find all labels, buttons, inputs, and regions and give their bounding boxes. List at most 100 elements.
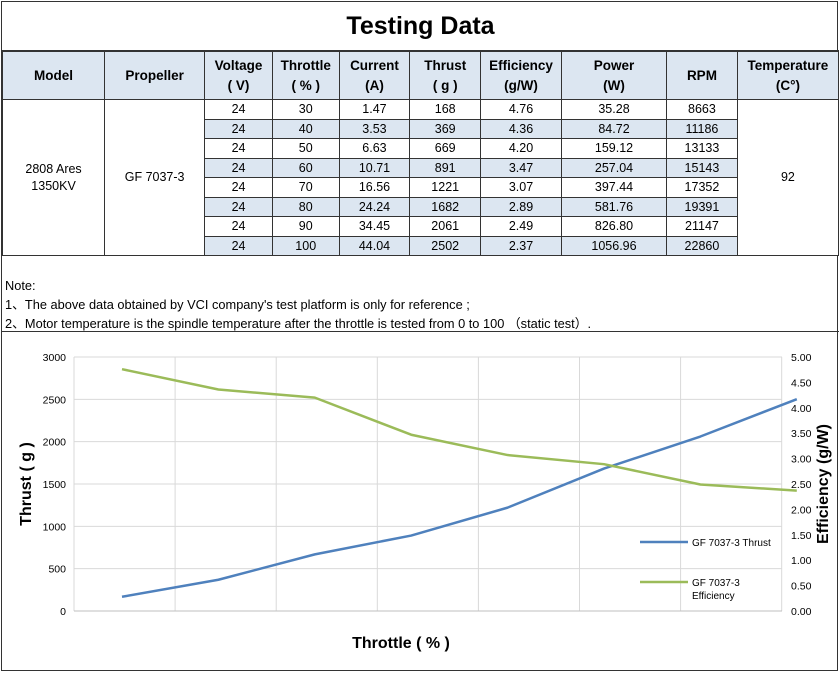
efficiency-series-line	[121, 367, 797, 492]
table-row: 24 40 3.53 369 4.36 84.72 11186	[3, 118, 839, 139]
table-cell: 4.20	[480, 138, 562, 159]
header-throttle: Throttle( % )	[271, 51, 340, 100]
table-cell: 17352	[666, 177, 738, 198]
y-tick-label: 500	[48, 564, 66, 576]
y-tick-label: 1500	[43, 479, 67, 491]
y2-tick-label: 0.00	[791, 606, 812, 618]
chart-svg: 0 500 1000 1500 2000 2500 3000 0.00 0.50 1.00 1.50…	[18, 352, 832, 652]
note-2: 2、Motor temperature is the spindle tempe…	[5, 316, 592, 331]
table-cell: 581.76	[560, 196, 668, 217]
table-cell: 13133	[666, 138, 738, 159]
y2-tick-label: 3.00	[791, 454, 812, 466]
table-row: 24 80 24.24 1682 2.89 581.76 19391	[3, 196, 839, 217]
table-cell: 80	[271, 196, 340, 217]
table-cell: 16.56	[338, 177, 411, 198]
table-header-row: Model Propeller Voltage( V) Throttle( % …	[1, 51, 840, 100]
table-cell: 24	[204, 235, 273, 256]
table-cell: 50	[271, 138, 340, 159]
table-cell: 70	[271, 177, 340, 198]
table-cell: 4.36	[480, 118, 562, 139]
header-current: Current (A)	[338, 51, 411, 100]
header-power: Power (W)	[560, 51, 668, 100]
table-cell: 24.24	[338, 196, 411, 217]
table-body: 2808 Ares 1350KV GF 7037-3 24 30 1.47 168 4.76 3…	[1, 99, 840, 256]
table-cell: 24	[204, 99, 273, 120]
table-cell: 10.71	[338, 157, 411, 178]
table-cell: 24	[204, 177, 273, 198]
table-cell: 2.89	[480, 196, 562, 217]
note-1: 1、The above data obtained by VCI company…	[5, 297, 470, 312]
table-cell: 6.63	[338, 138, 411, 159]
table-cell: 669	[409, 138, 482, 159]
table-cell: 24	[204, 157, 273, 178]
table-cell: 24	[204, 118, 273, 139]
table-cell: 60	[271, 157, 340, 178]
table-cell: 24	[204, 196, 273, 217]
table-row: 2808 Ares 1350KV GF 7037-3 24 30 1.47 168 4.76 3…	[1, 99, 840, 256]
table-cell: 2.49	[480, 216, 562, 237]
table-cell: 4.76	[480, 99, 562, 120]
table-cell: 159.12	[560, 138, 668, 159]
y2-tick-label: 2.50	[791, 479, 812, 491]
y-tick-label: 2000	[43, 437, 67, 449]
temperature-cell: 92	[736, 99, 840, 256]
header-propeller: Propeller	[104, 51, 206, 100]
y2-tick-label: 2.00	[791, 504, 812, 516]
header-thrust: Thrust( g )	[409, 51, 482, 100]
table-cell: 2.37	[480, 235, 562, 256]
table-cell: 35.28	[560, 99, 668, 120]
table-cell: 11186	[666, 118, 738, 139]
y-axis-label: Thrust ( g )	[18, 442, 35, 526]
y-tick-label: 3000	[43, 352, 67, 364]
table-cell: 1056.96	[560, 235, 668, 256]
model-line: 2808 Ares	[25, 161, 82, 176]
table-cell: 3.47	[480, 157, 562, 178]
table-cell: 84.72	[560, 118, 668, 139]
table-cell: 30	[271, 99, 340, 120]
header-efficiency: Efficiency (g/W)	[480, 51, 562, 100]
table-cell: 3.07	[480, 177, 562, 198]
testing-data-table: Model Propeller Voltage( V) Throttle( % …	[1, 51, 840, 256]
table-cell: 34.45	[338, 216, 411, 237]
propeller-cell: GF 7037-3	[104, 99, 206, 256]
table-cell: 90	[271, 216, 340, 237]
y-tick-label: 0	[60, 606, 66, 618]
table-cell: 1.47	[338, 99, 411, 120]
notes: Note: 1、The above data obtained by VCI c…	[2, 274, 839, 332]
table-row: 24 100 44.04 2502 2.37 1056.96 22860	[3, 235, 839, 256]
table-cell: 40	[271, 118, 340, 139]
y2-axis-label: Efficiency (g/W)	[815, 424, 832, 544]
table-cell: 369	[409, 118, 482, 139]
table-cell: 24	[204, 138, 273, 159]
legend-efficiency-label-line2: Efficiency	[692, 591, 735, 602]
table-cell: 826.80	[560, 216, 668, 237]
table-row: 24 60 10.71 891 3.47 257.04 15143	[3, 157, 839, 178]
y2-tick-label: 3.50	[791, 428, 812, 440]
table-cell: 2502	[409, 235, 482, 256]
table-cell: 3.53	[338, 118, 411, 139]
table-cell: 22860	[666, 235, 738, 256]
table-cell: 891	[409, 157, 482, 178]
header-temperature: Temperature (C°)	[736, 51, 840, 100]
y2-tick-label: 5.00	[791, 352, 812, 364]
table-cell: 24	[204, 216, 273, 237]
legend-thrust-label: GF 7037-3 Thrust	[692, 538, 771, 549]
x-axis-label: Throttle ( % )	[352, 635, 450, 652]
y2-tick-label: 1.00	[791, 555, 812, 567]
y-tick-label: 2500	[43, 394, 67, 406]
table-cell: 168	[409, 99, 482, 120]
y2-tick-label: 4.00	[791, 403, 812, 415]
thrust-series-line	[121, 397, 798, 599]
table-row: 24 50 6.63 669 4.20 159.12 13133	[3, 138, 839, 159]
table-cell: 397.44	[560, 177, 668, 198]
legend-efficiency-label-line1: GF 7037-3	[692, 578, 740, 589]
table-cell: 15143	[666, 157, 738, 178]
table-cell: 257.04	[560, 157, 668, 178]
table-cell: 21147	[666, 216, 738, 237]
table-cell: 2061	[409, 216, 482, 237]
table-cell: 44.04	[338, 235, 411, 256]
y2-tick-label: 1.50	[791, 530, 812, 542]
table-cell: 19391	[666, 196, 738, 217]
thrust-efficiency-chart: 0 500 1000 1500 2000 2500 3000 0.00 0.50 1.00 1.50…	[2, 332, 839, 672]
